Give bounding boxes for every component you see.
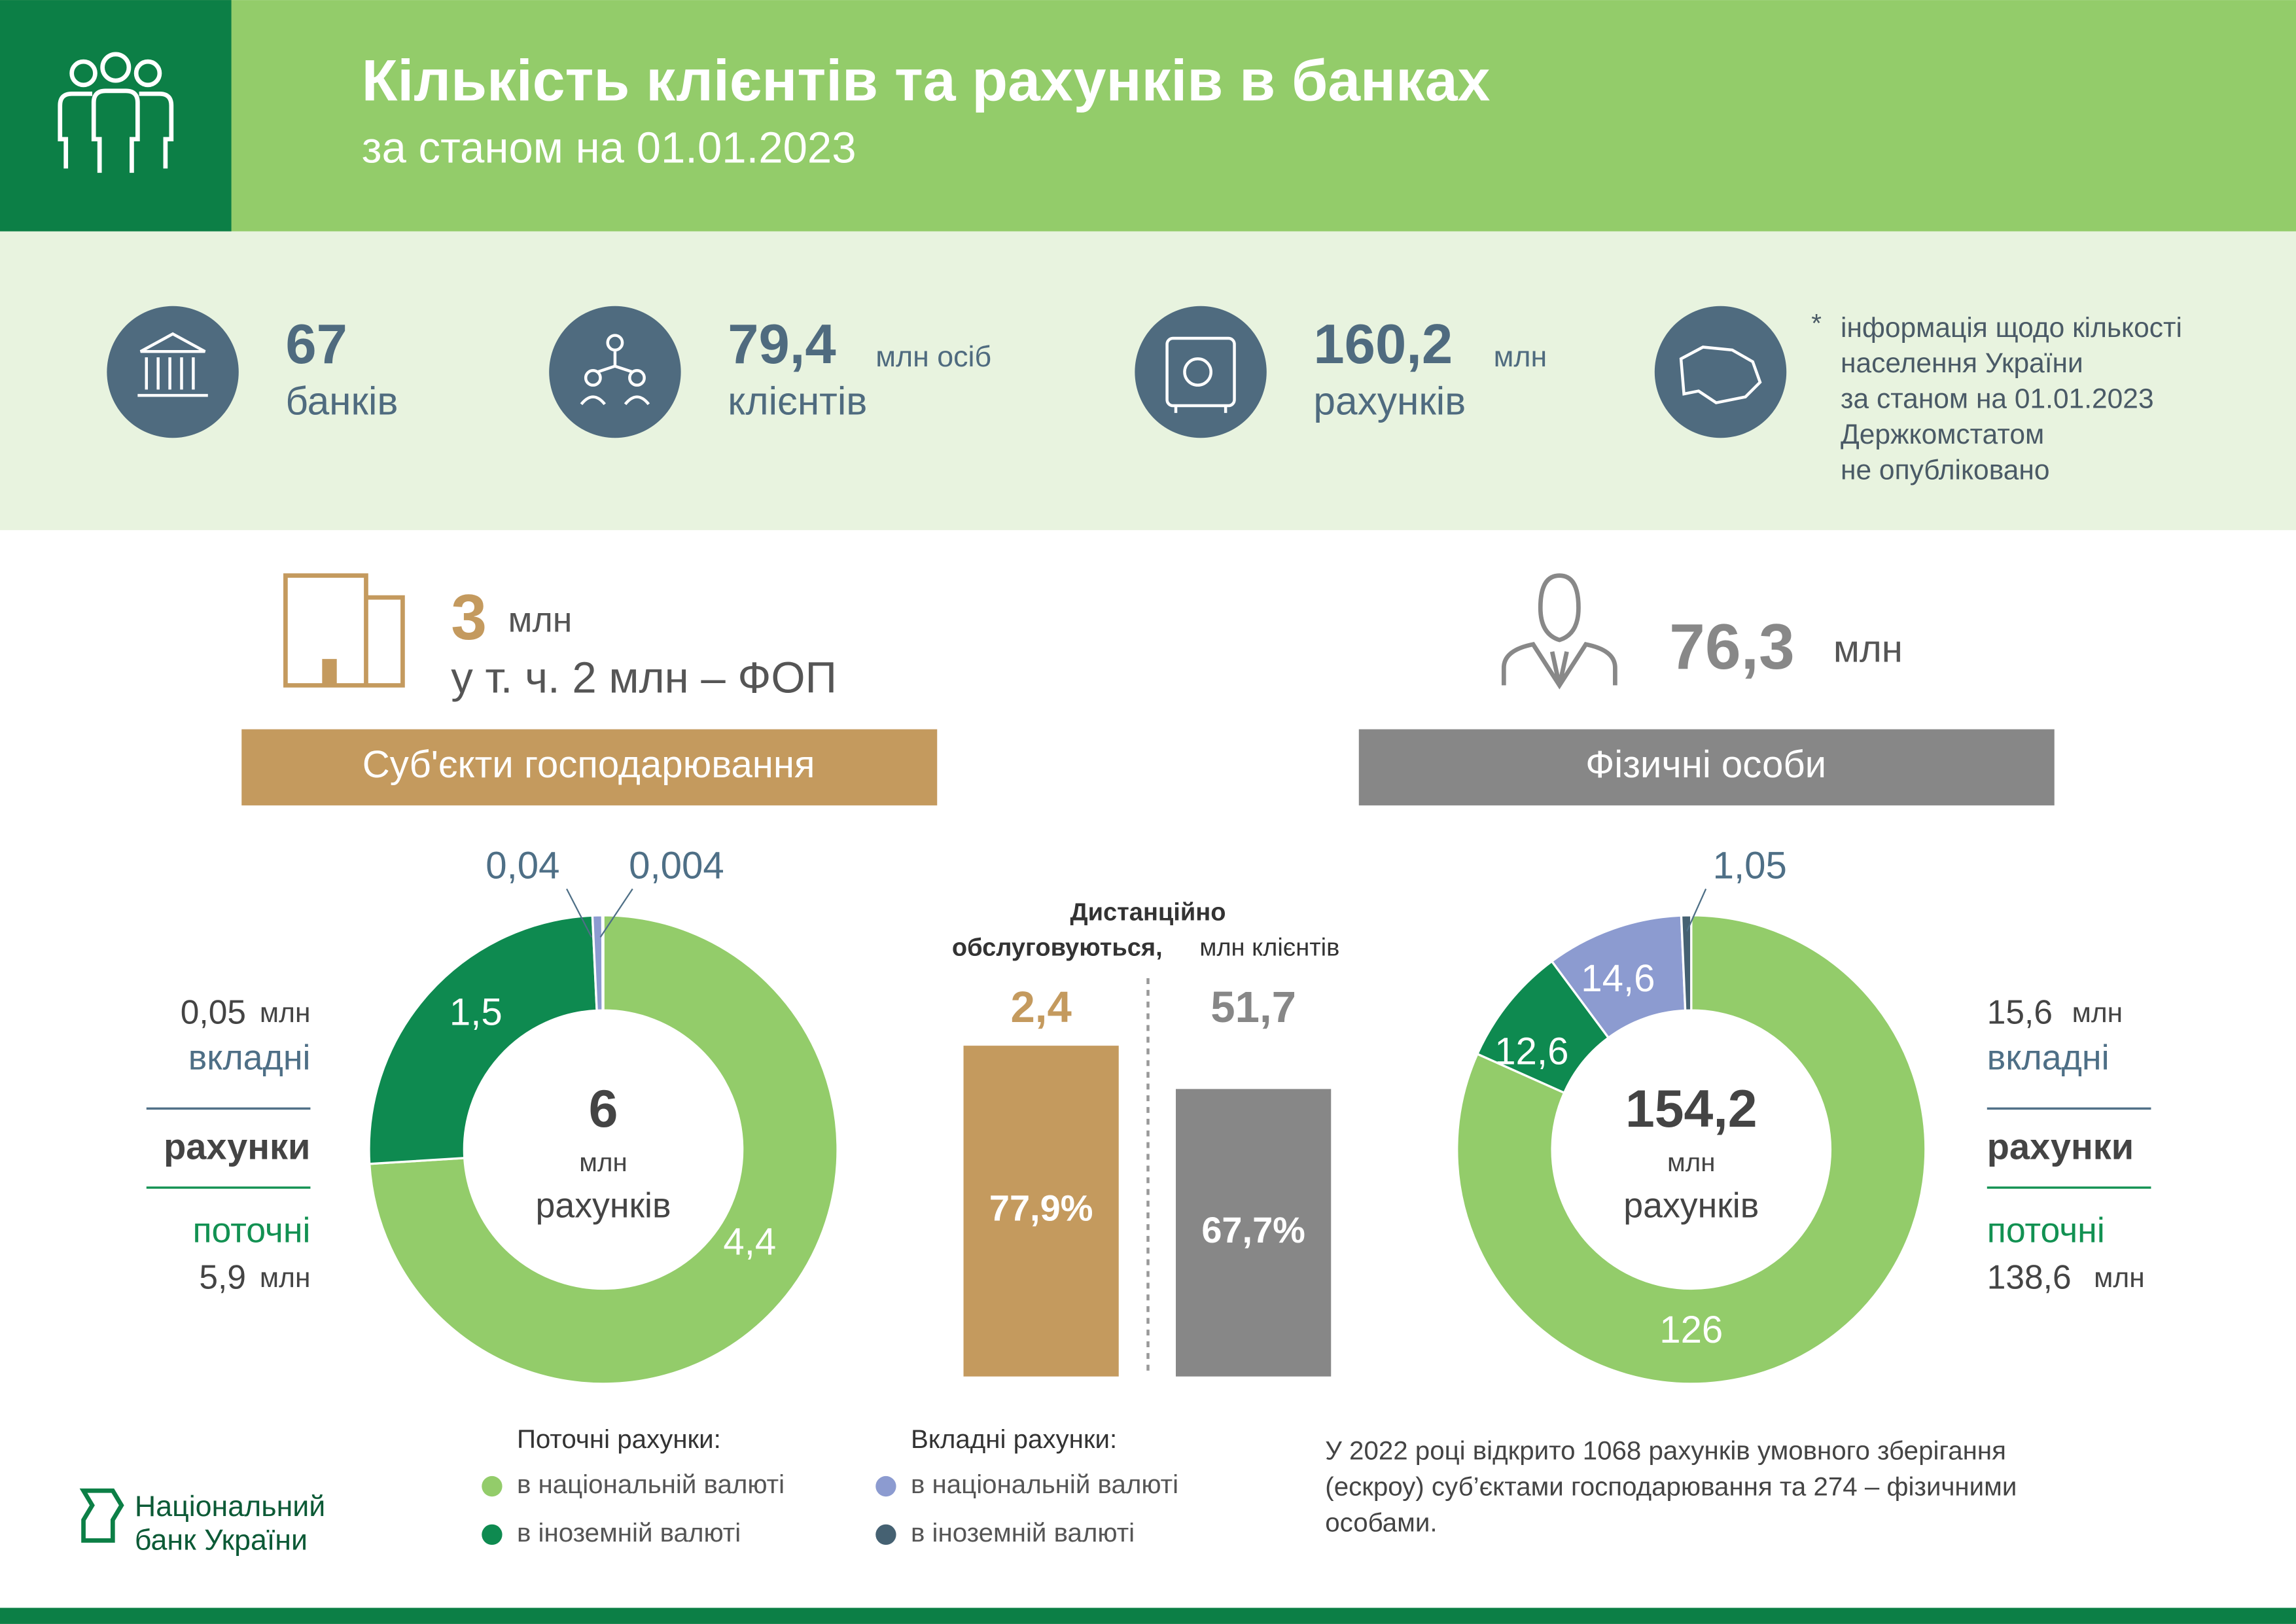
legend-label: в національній валюті (517, 1470, 785, 1499)
bar (963, 1046, 1119, 1377)
stat-value: 160,2 (1313, 313, 1453, 376)
accounts-label: рахунки (1987, 1126, 2134, 1167)
stat-label: рахунків (1313, 379, 1466, 423)
header-icon-block (0, 0, 232, 232)
bar-value-label: 77,9% (989, 1188, 1093, 1229)
individuals-unit: млн (1833, 627, 1903, 670)
segment-label: 12,6 (1494, 1031, 1568, 1073)
donut-unit: млн (1667, 1148, 1715, 1177)
deposit-value: 15,6 (1987, 993, 2053, 1031)
current-unit: млн (2094, 1263, 2145, 1294)
legend-label: в іноземній валюті (911, 1518, 1135, 1547)
note-line: Держкомстатом (1841, 419, 2044, 450)
donut-total: 6 (589, 1080, 618, 1139)
segment-label: 1,05 (1713, 845, 1787, 887)
bar-value-label: 67,7% (1201, 1209, 1305, 1250)
deposit-unit: млн (2072, 998, 2123, 1029)
clients-label: 51,7 (1210, 983, 1296, 1032)
legend-label: в національній валюті (911, 1470, 1178, 1499)
note-line: не опубліковано (1841, 455, 2050, 485)
bar (1176, 1089, 1332, 1377)
banner-text: Фізичні особи (1585, 743, 1826, 786)
building-icon (283, 573, 405, 688)
note-mark: * (1811, 309, 1822, 338)
banner-business (241, 729, 938, 805)
segment-label: 126 (1659, 1309, 1723, 1351)
stat-unit: млн (1494, 340, 1547, 373)
logo-text: банк України (135, 1523, 308, 1556)
current-value: 138,6 (1987, 1258, 2072, 1296)
donut-segment (368, 914, 839, 1385)
donut-unit: млн (579, 1148, 627, 1177)
people-icon (58, 52, 174, 173)
business-value: 3 (451, 581, 487, 653)
donut-segment (1456, 914, 1927, 1385)
legend-swatch (482, 1524, 503, 1545)
bar-title-unit: млн клієнтів (1199, 934, 1339, 961)
stat-value: 79,4 (728, 313, 836, 376)
bottom-stripe (0, 1608, 2296, 1624)
title: Кількість клієнтів та рахунків в банках (362, 48, 1491, 113)
segment-label: 14,6 (1581, 957, 1655, 1000)
donut-total: 154,2 (1625, 1080, 1757, 1139)
stat-label: клієнтів (728, 379, 867, 423)
subtitle: за станом на 01.01.2023 (362, 123, 857, 172)
segment-label: 0,004 (629, 845, 724, 887)
leader-line (599, 888, 633, 938)
logo-text: Національний (135, 1490, 325, 1523)
legend-title: Поточні рахунки: (517, 1424, 721, 1454)
note-line: за станом на 01.01.2023 (1841, 384, 2154, 415)
current-value: 5,9 (199, 1258, 246, 1296)
clients-label: 2,4 (1010, 983, 1071, 1032)
deposit-label: вкладні (188, 1038, 311, 1078)
current-label: поточні (192, 1211, 310, 1250)
segment-label: 0,04 (486, 845, 559, 887)
deposit-value: 0,05 (181, 993, 246, 1031)
legend-swatch (875, 1475, 896, 1497)
individuals-value: 76,3 (1669, 610, 1795, 682)
legend-title: Вкладні рахунки: (911, 1424, 1117, 1454)
legend-swatch (875, 1524, 896, 1545)
deposit-label: вкладні (1987, 1038, 2110, 1078)
segment-label: 1,5 (450, 991, 503, 1033)
header-band (0, 0, 2296, 232)
bar-title: обслуговуються, (952, 934, 1163, 961)
bar-title: Дистанційно (1070, 899, 1226, 927)
legend-label: в іноземній валюті (517, 1518, 741, 1547)
leader-line (566, 888, 593, 938)
donut-segment (601, 914, 605, 1012)
segment-label: 4,4 (723, 1221, 776, 1263)
stat-unit: млн осіб (875, 340, 991, 373)
stat-label: банків (285, 379, 398, 423)
stat-value: 67 (285, 313, 347, 376)
logo-emblem (79, 1488, 124, 1543)
stat-icon-lines (137, 332, 1762, 414)
business-unit: млн (508, 600, 573, 639)
footnote-line: (ескроу) суб’єктами господарювання та 27… (1325, 1472, 2017, 1502)
footnote-line: У 2022 році відкрито 1068 рахунків умовн… (1325, 1436, 2006, 1466)
banner-individuals (1358, 729, 2055, 805)
business-detail: у т. ч. 2 млн – ФОП (451, 653, 837, 702)
donut-segment (368, 914, 598, 1165)
donut-caption: рахунків (1623, 1186, 1759, 1226)
accounts-label: рахунки (164, 1126, 310, 1167)
current-label: поточні (1987, 1211, 2105, 1250)
note-line: населення України (1841, 348, 2083, 379)
person-icon (1501, 573, 1617, 690)
legend-swatch (482, 1475, 503, 1497)
donut-caption: рахунків (536, 1186, 671, 1226)
note-line: інформація щодо кількості (1841, 313, 2182, 344)
banner-text: Суб'єкти господарювання (362, 743, 815, 786)
current-unit: млн (260, 1263, 311, 1294)
leader-line (1686, 889, 1707, 932)
footnote-line: особами. (1325, 1508, 1437, 1537)
deposit-unit: млн (260, 998, 311, 1029)
donut-segment (1680, 914, 1693, 1012)
